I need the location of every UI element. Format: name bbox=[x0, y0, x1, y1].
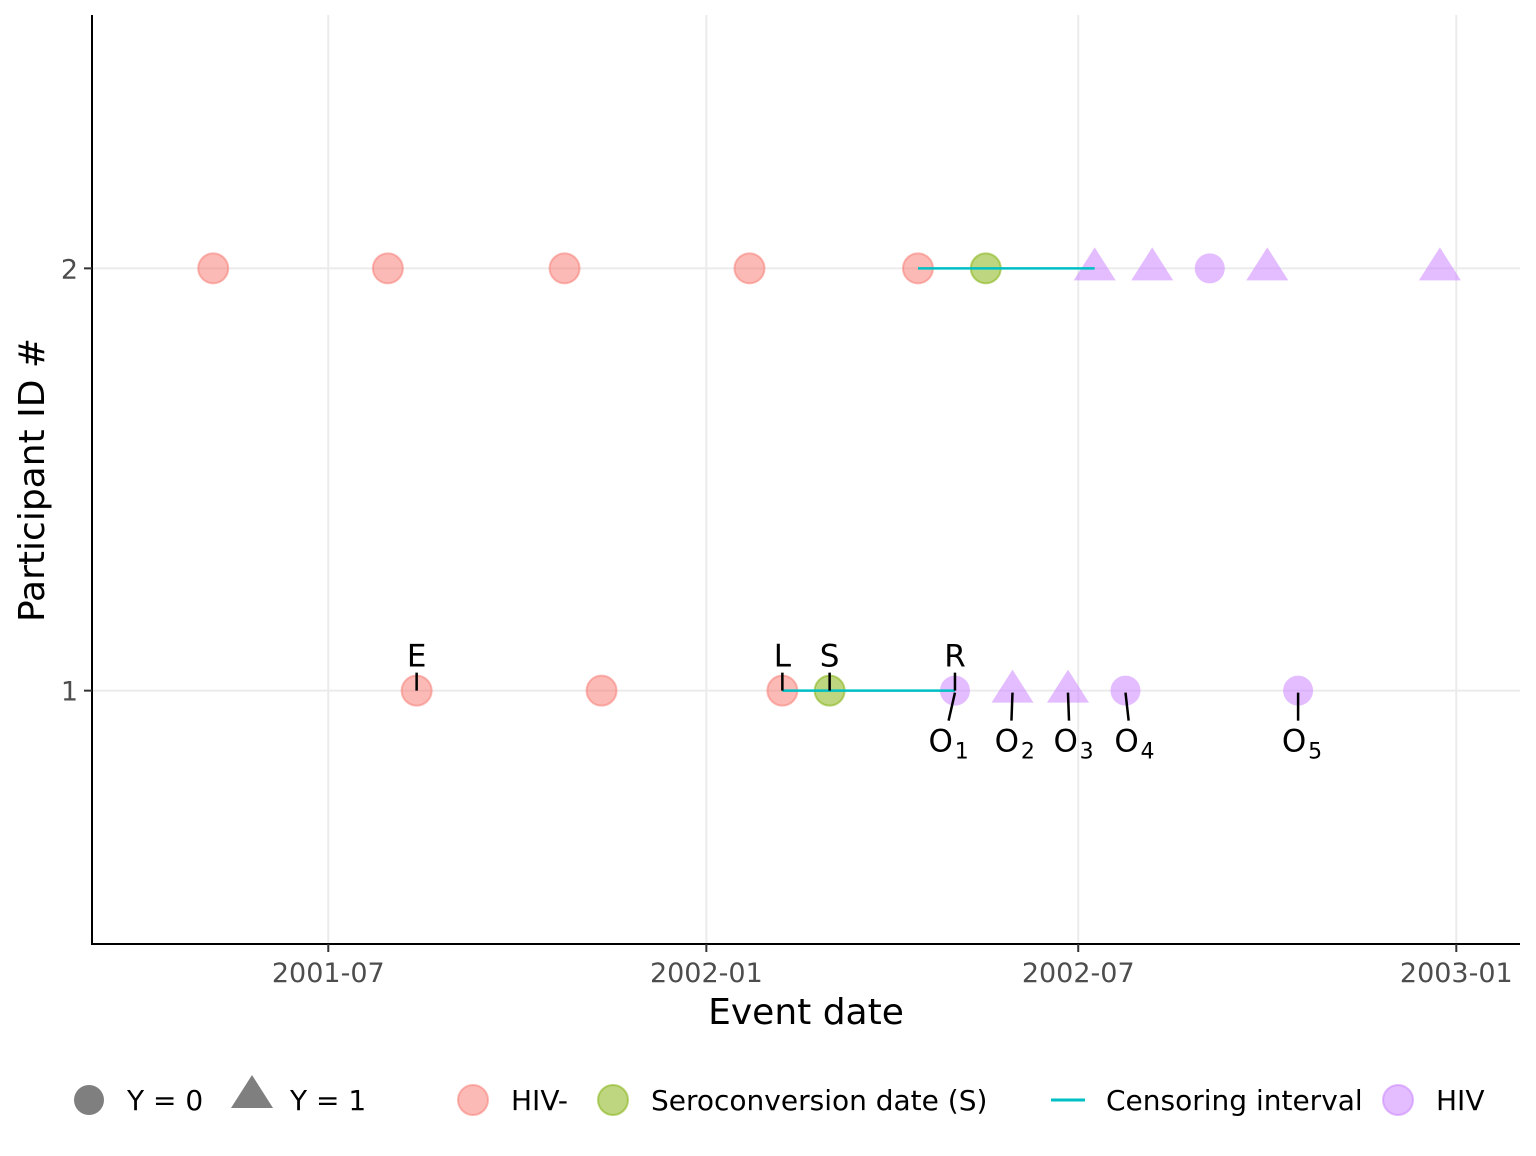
annotation-label: R bbox=[944, 639, 966, 675]
point-hivneg bbox=[733, 252, 766, 285]
annotation-label: L bbox=[774, 639, 792, 675]
point-hivneg bbox=[548, 252, 581, 285]
annotation-label: O bbox=[1114, 724, 1138, 760]
point-hivneg bbox=[585, 674, 618, 707]
annotation-leader bbox=[1124, 692, 1130, 721]
y-tick-label: 2 bbox=[61, 254, 78, 285]
legend-triangle-icon bbox=[231, 1075, 273, 1108]
legend-circle-icon bbox=[1382, 1084, 1414, 1116]
point-hivpos bbox=[1283, 675, 1314, 706]
annotation-leader bbox=[947, 692, 957, 721]
point-hivpos bbox=[1073, 247, 1116, 281]
data-points bbox=[197, 247, 1461, 707]
annotation-subscript: 3 bbox=[1080, 740, 1094, 765]
point-hivpos bbox=[1194, 253, 1225, 284]
annotation-label: O bbox=[995, 724, 1019, 760]
legend-circle-icon bbox=[457, 1084, 489, 1116]
annotation-label: S bbox=[820, 639, 840, 675]
x-tick-label: 2003-01 bbox=[1400, 958, 1513, 989]
legend-circle-icon bbox=[597, 1084, 629, 1116]
y-tick-label: 1 bbox=[61, 677, 78, 708]
x-tick-label: 2001-07 bbox=[272, 958, 385, 989]
annotations: E L S RO 1 O 2 O 3 O 4 O 5 bbox=[407, 639, 1322, 765]
x-axis-label: Event date bbox=[708, 992, 904, 1033]
annotation-label: O bbox=[1053, 724, 1077, 760]
annotation-leader bbox=[1066, 692, 1071, 721]
legend-circle-icon bbox=[74, 1085, 104, 1115]
annotation-leader bbox=[1010, 692, 1014, 721]
annotation-label: O bbox=[929, 724, 953, 760]
annotation-label: E bbox=[407, 639, 427, 675]
x-ticks: 2001-07 2002-01 2002-07 2003-01 bbox=[272, 944, 1513, 989]
point-hivpos bbox=[991, 669, 1034, 703]
y-axis-label: Participant ID # bbox=[12, 338, 53, 622]
grid bbox=[92, 15, 1520, 944]
censoring-intervals bbox=[782, 267, 1095, 692]
annotation-subscript: 1 bbox=[955, 740, 969, 765]
point-hivpos bbox=[1418, 247, 1461, 281]
point-hivpos bbox=[1131, 247, 1174, 281]
legend-label: Seroconversion date (S) bbox=[651, 1084, 987, 1117]
point-hivneg bbox=[371, 252, 404, 285]
annotation-subscript: 2 bbox=[1021, 740, 1035, 765]
annotation-subscript: 4 bbox=[1141, 740, 1155, 765]
point-hivneg bbox=[197, 252, 230, 285]
legend-label: Y = 0 bbox=[126, 1084, 203, 1117]
legend-label: Y = 1 bbox=[289, 1084, 366, 1117]
point-hivpos bbox=[1246, 247, 1289, 281]
legend-label: HIV bbox=[1436, 1084, 1484, 1117]
legend: Y = 0 Y = 1 HIV- Seroconversion date (S) Cen… bbox=[74, 1075, 1484, 1117]
annotation-subscript: 5 bbox=[1308, 740, 1322, 765]
point-hivpos bbox=[1110, 675, 1141, 706]
x-tick-label: 2002-01 bbox=[650, 958, 763, 989]
annotation-label: O bbox=[1282, 724, 1306, 760]
x-tick-label: 2002-07 bbox=[1022, 958, 1135, 989]
y-ticks: 12 bbox=[61, 254, 92, 708]
point-hivpos bbox=[1046, 669, 1089, 703]
legend-label: HIV- bbox=[511, 1084, 568, 1117]
legend-label: Censoring interval bbox=[1106, 1084, 1363, 1117]
